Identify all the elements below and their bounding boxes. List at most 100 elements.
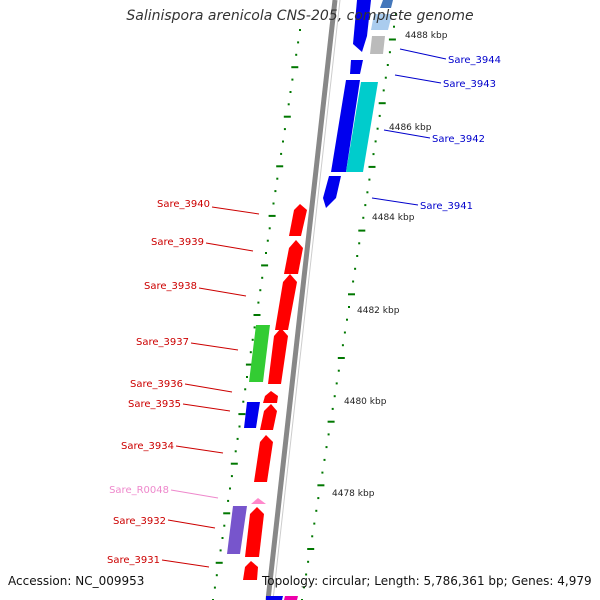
leader-line <box>371 197 419 206</box>
major-tick <box>268 214 276 217</box>
minor-tick <box>317 497 320 500</box>
major-tick <box>253 314 261 316</box>
minor-tick <box>223 524 226 527</box>
gene-arrow <box>268 328 288 384</box>
minor-tick <box>327 433 330 436</box>
minor-tick <box>382 89 385 92</box>
gene-label: Sare_3938 <box>144 281 197 292</box>
gene-arrow <box>289 204 307 236</box>
scale-label: 4478 kbp <box>332 489 375 499</box>
minor-tick <box>242 400 245 403</box>
minor-tick <box>282 140 284 143</box>
minor-tick <box>376 127 379 130</box>
gene-label: Sare_3936 <box>130 379 183 390</box>
major-tick <box>238 413 246 416</box>
genes-left-side <box>227 204 307 600</box>
minor-tick <box>276 177 279 180</box>
minor-tick <box>283 128 286 131</box>
minor-tick <box>230 475 233 478</box>
minor-tick <box>374 140 377 143</box>
minor-tick <box>274 190 277 193</box>
minor-tick <box>246 376 248 378</box>
major-tick <box>378 102 386 105</box>
gene-arrow <box>244 402 260 428</box>
minor-tick <box>244 388 247 391</box>
gene-label: Sare_3941 <box>420 201 473 212</box>
minor-tick <box>229 487 231 490</box>
backbone-line-outer <box>272 0 341 600</box>
gene-arrow <box>254 435 273 482</box>
gene-arrow <box>275 274 297 330</box>
minor-tick <box>251 338 254 341</box>
leader-line <box>170 489 219 499</box>
minor-tick <box>386 64 389 66</box>
major-tick <box>261 264 269 267</box>
gene-arrow <box>331 80 360 172</box>
minor-tick <box>333 395 336 398</box>
minor-tick <box>236 437 239 440</box>
map-title: Salinispora arenicola CNS-205, complete … <box>126 8 474 24</box>
leader-line <box>161 559 210 568</box>
minor-tick <box>364 204 367 207</box>
major-tick <box>245 363 253 366</box>
major-tick <box>388 38 396 41</box>
minor-tick <box>307 560 310 563</box>
minor-tick <box>253 326 256 329</box>
minor-tick <box>261 276 264 279</box>
gene-arrow <box>227 506 247 554</box>
minor-tick <box>295 53 298 56</box>
minor-tick <box>378 114 381 117</box>
minor-tick <box>335 382 338 385</box>
tick-ring-outer <box>301 13 397 600</box>
major-tick <box>215 561 223 564</box>
minor-tick <box>215 574 218 577</box>
minor-tick <box>384 76 387 79</box>
gene-arrow <box>284 596 298 600</box>
gene-label: Sare_3932 <box>113 516 166 527</box>
gene-arrow <box>380 0 393 8</box>
minor-tick <box>321 471 324 474</box>
gene-arrow <box>243 561 258 580</box>
leader-line <box>167 519 216 529</box>
gene-arrow <box>251 498 266 504</box>
gene-label: Sare_3931 <box>107 555 160 566</box>
minor-tick <box>266 239 269 242</box>
backbone-line <box>265 0 338 600</box>
major-tick <box>307 548 315 550</box>
genes-right-side <box>323 0 393 208</box>
gene-label: Sare_3934 <box>121 441 174 452</box>
minor-tick <box>315 509 318 512</box>
minor-tick <box>291 78 294 81</box>
minor-tick <box>366 191 369 194</box>
major-tick <box>317 484 325 487</box>
major-tick <box>276 165 284 168</box>
minor-tick <box>362 216 365 219</box>
minor-tick <box>257 301 260 304</box>
gene-arrow <box>353 0 371 52</box>
minor-tick <box>348 306 350 308</box>
minor-tick <box>358 242 361 245</box>
minor-tick <box>372 153 375 156</box>
major-tick <box>337 357 345 359</box>
major-tick <box>368 165 376 168</box>
minor-tick <box>368 178 371 181</box>
major-tick <box>358 229 366 232</box>
minor-tick <box>259 289 262 292</box>
minor-tick <box>299 29 301 31</box>
minor-tick <box>325 446 328 449</box>
minor-tick <box>268 227 271 230</box>
minor-tick <box>393 25 395 28</box>
minor-tick <box>311 535 314 538</box>
scale-label: 4484 kbp <box>372 213 415 223</box>
minor-tick <box>287 103 290 106</box>
minor-tick <box>249 351 252 354</box>
leader-line <box>205 242 254 252</box>
tick-ring-inner <box>212 29 301 600</box>
leader-line <box>190 342 239 351</box>
minor-tick <box>221 537 224 539</box>
minor-tick <box>289 91 292 93</box>
scale-label: 4488 kbp <box>405 31 448 41</box>
major-tick <box>327 420 335 423</box>
